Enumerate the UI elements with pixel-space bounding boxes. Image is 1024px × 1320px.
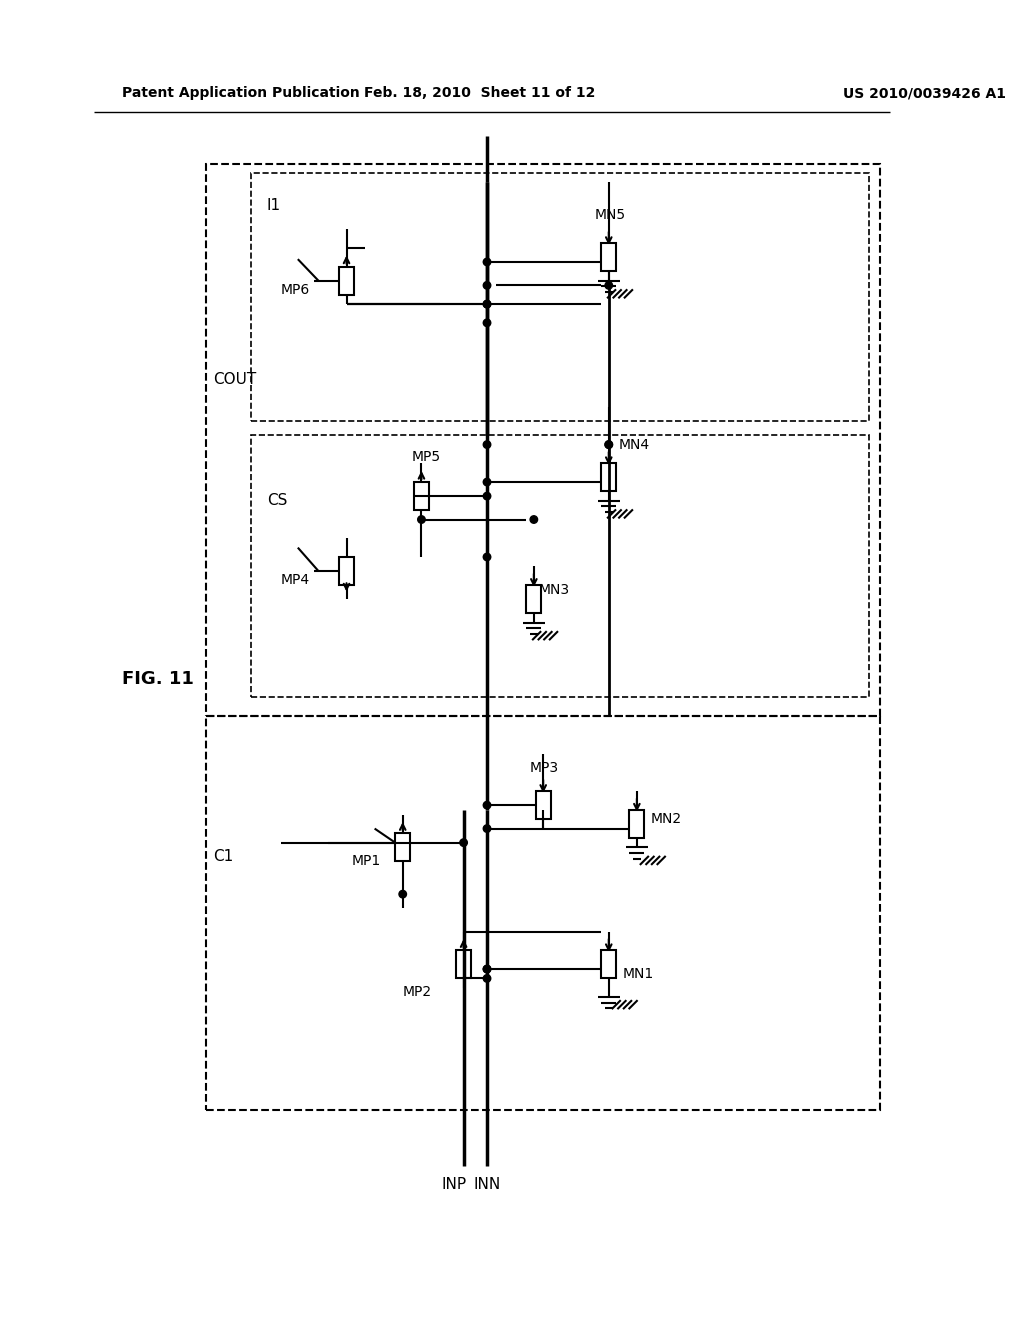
Text: MP3: MP3 (529, 760, 558, 775)
Text: COUT: COUT (214, 371, 257, 387)
Bar (601, 243, 616, 272)
Circle shape (483, 801, 490, 809)
Circle shape (483, 478, 490, 486)
Bar (251, 173, 869, 421)
Text: Feb. 18, 2010  Sheet 11 of 12: Feb. 18, 2010 Sheet 11 of 12 (364, 86, 595, 100)
Circle shape (483, 965, 490, 973)
Text: US 2010/0039426 A1: US 2010/0039426 A1 (843, 86, 1006, 100)
Circle shape (483, 301, 490, 308)
Bar (339, 267, 354, 294)
Bar (206, 164, 881, 717)
Text: MN4: MN4 (618, 438, 649, 451)
Circle shape (483, 825, 490, 833)
Circle shape (483, 974, 490, 982)
Bar (526, 585, 542, 614)
Text: MN2: MN2 (651, 812, 682, 826)
Circle shape (483, 441, 490, 449)
Bar (601, 950, 616, 978)
Bar (414, 482, 429, 510)
Circle shape (483, 965, 490, 973)
Text: FIG. 11: FIG. 11 (122, 669, 194, 688)
Circle shape (418, 516, 425, 523)
Bar (339, 557, 354, 585)
Circle shape (460, 840, 467, 846)
Bar (536, 791, 551, 820)
Bar (630, 810, 644, 838)
Bar (395, 833, 411, 862)
Text: INP: INP (441, 1177, 467, 1192)
Text: MN3: MN3 (539, 582, 569, 597)
Text: MN5: MN5 (595, 209, 626, 222)
Circle shape (605, 441, 612, 449)
Text: MP5: MP5 (412, 450, 441, 463)
Text: MP1: MP1 (351, 854, 381, 869)
Text: Patent Application Publication: Patent Application Publication (122, 86, 359, 100)
Text: CS: CS (267, 494, 288, 508)
Circle shape (483, 319, 490, 326)
Text: C1: C1 (214, 849, 233, 865)
Bar (456, 950, 471, 978)
Bar (206, 717, 881, 1110)
Circle shape (483, 492, 490, 500)
Bar (601, 463, 616, 491)
Circle shape (483, 259, 490, 265)
Text: INN: INN (473, 1177, 501, 1192)
Bar (251, 436, 869, 697)
Circle shape (530, 516, 538, 523)
Text: MN1: MN1 (623, 966, 654, 981)
Circle shape (605, 441, 612, 449)
Circle shape (605, 281, 612, 289)
Text: MP2: MP2 (402, 986, 432, 999)
Text: MP4: MP4 (281, 573, 310, 587)
Text: MP6: MP6 (281, 282, 310, 297)
Circle shape (483, 301, 490, 308)
Circle shape (399, 891, 407, 898)
Circle shape (483, 281, 490, 289)
Text: I1: I1 (267, 198, 281, 214)
Circle shape (483, 553, 490, 561)
